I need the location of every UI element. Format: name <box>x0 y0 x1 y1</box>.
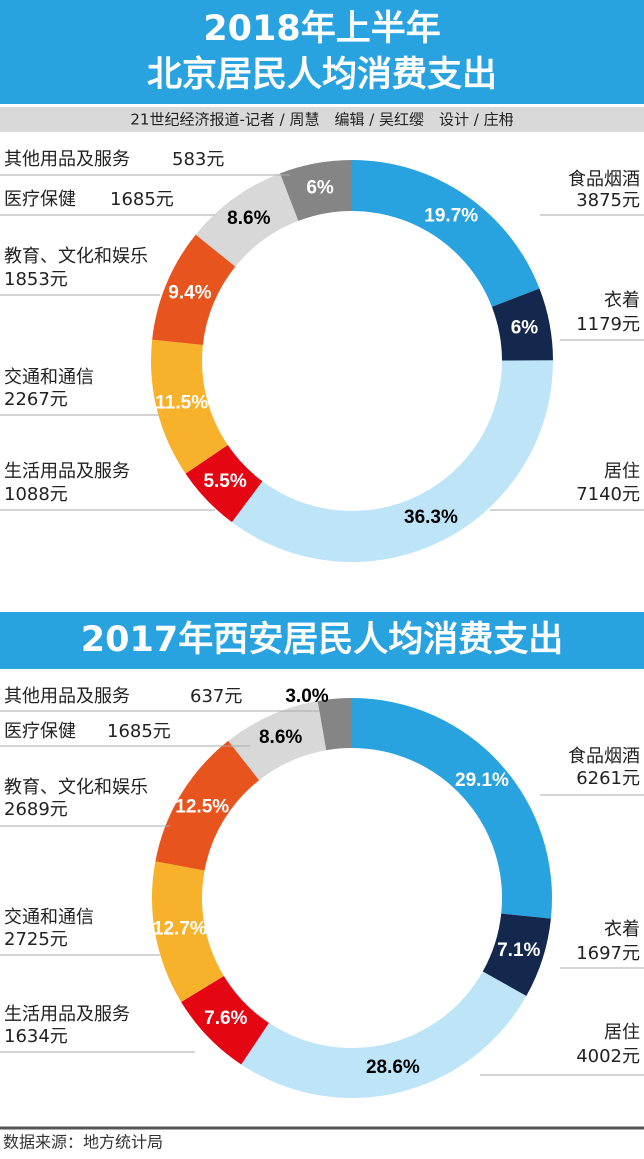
donut-slice <box>155 740 260 871</box>
amount-label: 2689元 <box>4 799 68 820</box>
amount-label: 2267元 <box>4 389 68 410</box>
amount-label: 637元 <box>190 686 242 707</box>
percent-label: 6% <box>511 318 539 339</box>
amount-label: 3875元 <box>576 190 640 211</box>
title-line1: 2018年上半年 <box>203 9 440 49</box>
percent-label: 7.6% <box>204 1008 247 1029</box>
donut-slice <box>152 861 224 1002</box>
percent-label: 9.4% <box>168 283 211 304</box>
chart-title: 2017年西安居民人均消费支出 <box>81 620 563 660</box>
amount-label: 1088元 <box>4 484 68 505</box>
percent-label: 3.0% <box>285 686 328 707</box>
percent-label: 28.6% <box>366 1057 420 1078</box>
percent-label: 8.6% <box>259 727 302 748</box>
donut-slice <box>280 160 352 221</box>
title-line2: 北京居民人均消费支出 <box>147 54 497 95</box>
percent-label: 19.7% <box>424 205 478 226</box>
amount-label: 4002元 <box>576 1046 640 1067</box>
category-label: 生活用品及服务 <box>4 1004 130 1025</box>
donut-slice <box>152 234 236 346</box>
donut-slice <box>317 698 352 751</box>
category-label: 食品烟酒 <box>568 746 640 767</box>
percent-label: 29.1% <box>455 770 509 791</box>
donut-slice <box>195 173 299 267</box>
category-label: 衣着 <box>604 919 640 940</box>
percent-label: 11.5% <box>155 392 208 413</box>
donut-slice <box>181 975 269 1065</box>
source: 数据来源：地方统计局 <box>3 1133 163 1152</box>
donut-slice <box>352 160 540 307</box>
percent-label: 36.3% <box>404 507 458 528</box>
donut-slice <box>352 698 552 919</box>
amount-label: 1685元 <box>107 721 171 742</box>
amount-label: 1697元 <box>576 943 640 964</box>
percent-label: 12.7% <box>153 919 207 940</box>
category-label: 医疗保健 <box>4 189 76 210</box>
percent-label: 12.5% <box>175 796 229 817</box>
amount-label: 7140元 <box>576 484 640 505</box>
percent-label: 7.1% <box>497 940 540 961</box>
amount-label: 6261元 <box>576 768 640 789</box>
amount-label: 2725元 <box>4 929 68 950</box>
amount-label: 1179元 <box>576 314 640 335</box>
percent-label: 6% <box>306 177 334 198</box>
donut-slice <box>151 339 228 474</box>
byline: 21世纪经济报道-记者 / 周慧 编辑 / 吴红缨 设计 / 庄枏 <box>130 111 513 129</box>
category-label: 其他用品及服务 <box>4 686 130 707</box>
amount-label: 583元 <box>172 149 224 170</box>
category-label: 医疗保健 <box>4 721 76 742</box>
donut-slice <box>241 971 527 1098</box>
amount-label: 1685元 <box>110 189 174 210</box>
percent-label: 5.5% <box>203 471 246 492</box>
donut-slice <box>491 288 553 361</box>
category-label: 居住 <box>604 1022 640 1043</box>
category-label: 衣着 <box>604 290 640 311</box>
donut-slice <box>482 913 551 997</box>
category-label: 教育、文化和娱乐 <box>4 777 148 798</box>
category-label: 交通和通信 <box>4 907 94 928</box>
donut-slice <box>228 700 327 781</box>
category-label: 生活用品及服务 <box>4 461 130 482</box>
donut-slice <box>185 445 263 523</box>
header-band-2 <box>0 612 644 669</box>
category-label: 教育、文化和娱乐 <box>4 246 148 267</box>
category-label: 食品烟酒 <box>568 169 640 190</box>
amount-label: 1634元 <box>4 1026 68 1047</box>
byline-band <box>0 107 644 132</box>
category-label: 居住 <box>604 461 640 482</box>
percent-label: 8.6% <box>227 208 270 229</box>
category-label: 其他用品及服务 <box>4 149 130 170</box>
header-band <box>0 0 644 104</box>
amount-label: 1853元 <box>4 269 68 290</box>
donut-slice <box>231 360 554 562</box>
category-label: 交通和通信 <box>4 367 94 388</box>
